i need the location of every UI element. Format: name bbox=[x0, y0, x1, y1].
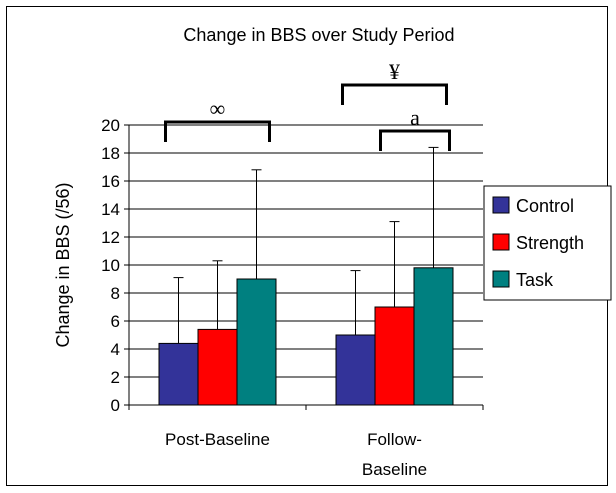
x-tick-label: Post-Baseline bbox=[165, 430, 270, 449]
bar bbox=[197, 328, 238, 406]
significance-symbol: a bbox=[410, 105, 420, 130]
y-axis-label: Change in BBS (/56) bbox=[53, 182, 73, 347]
error-bars bbox=[173, 146, 439, 344]
bars bbox=[158, 267, 454, 406]
legend-label: Task bbox=[516, 270, 554, 290]
x-tick-labels: Post-Baseline Follow- Baseline bbox=[165, 430, 427, 479]
y-tick-label: 14 bbox=[101, 200, 120, 219]
y-tick-label: 4 bbox=[111, 340, 120, 359]
significance-bracket bbox=[164, 120, 271, 142]
significance-annotations: ∞ ¥ a bbox=[164, 59, 451, 151]
significance-symbol: ∞ bbox=[210, 96, 226, 121]
x-tick-label: Follow- bbox=[367, 430, 422, 449]
legend-label: Strength bbox=[516, 233, 584, 253]
bar bbox=[236, 278, 277, 406]
bar bbox=[374, 306, 415, 406]
x-tick-label: Baseline bbox=[362, 460, 427, 479]
legend-label: Control bbox=[516, 196, 574, 216]
significance-symbol: ¥ bbox=[389, 59, 400, 84]
y-tick-label: 16 bbox=[101, 172, 120, 191]
legend-swatch bbox=[492, 233, 510, 251]
legend-swatch bbox=[492, 196, 510, 214]
bar bbox=[158, 342, 199, 406]
y-tick-label: 20 bbox=[101, 116, 120, 135]
bar bbox=[335, 334, 376, 406]
y-tick-label: 8 bbox=[111, 284, 120, 303]
y-tick-label: 12 bbox=[101, 228, 120, 247]
legend: Control Strength Task bbox=[483, 185, 612, 301]
y-tick-label: 10 bbox=[101, 256, 120, 275]
y-tick-label: 18 bbox=[101, 144, 120, 163]
legend-swatch bbox=[492, 270, 510, 288]
y-tick-label: 0 bbox=[111, 396, 120, 415]
chart-title: Change in BBS over Study Period bbox=[183, 25, 454, 45]
y-tick-label: 2 bbox=[111, 368, 120, 387]
axes bbox=[124, 124, 484, 410]
y-tick-label: 6 bbox=[111, 312, 120, 331]
significance-bracket bbox=[341, 83, 448, 105]
y-tick-labels: 0 2 4 6 8 10 12 14 16 18 20 bbox=[101, 116, 120, 415]
significance-bracket bbox=[379, 129, 451, 151]
bar bbox=[413, 267, 454, 406]
